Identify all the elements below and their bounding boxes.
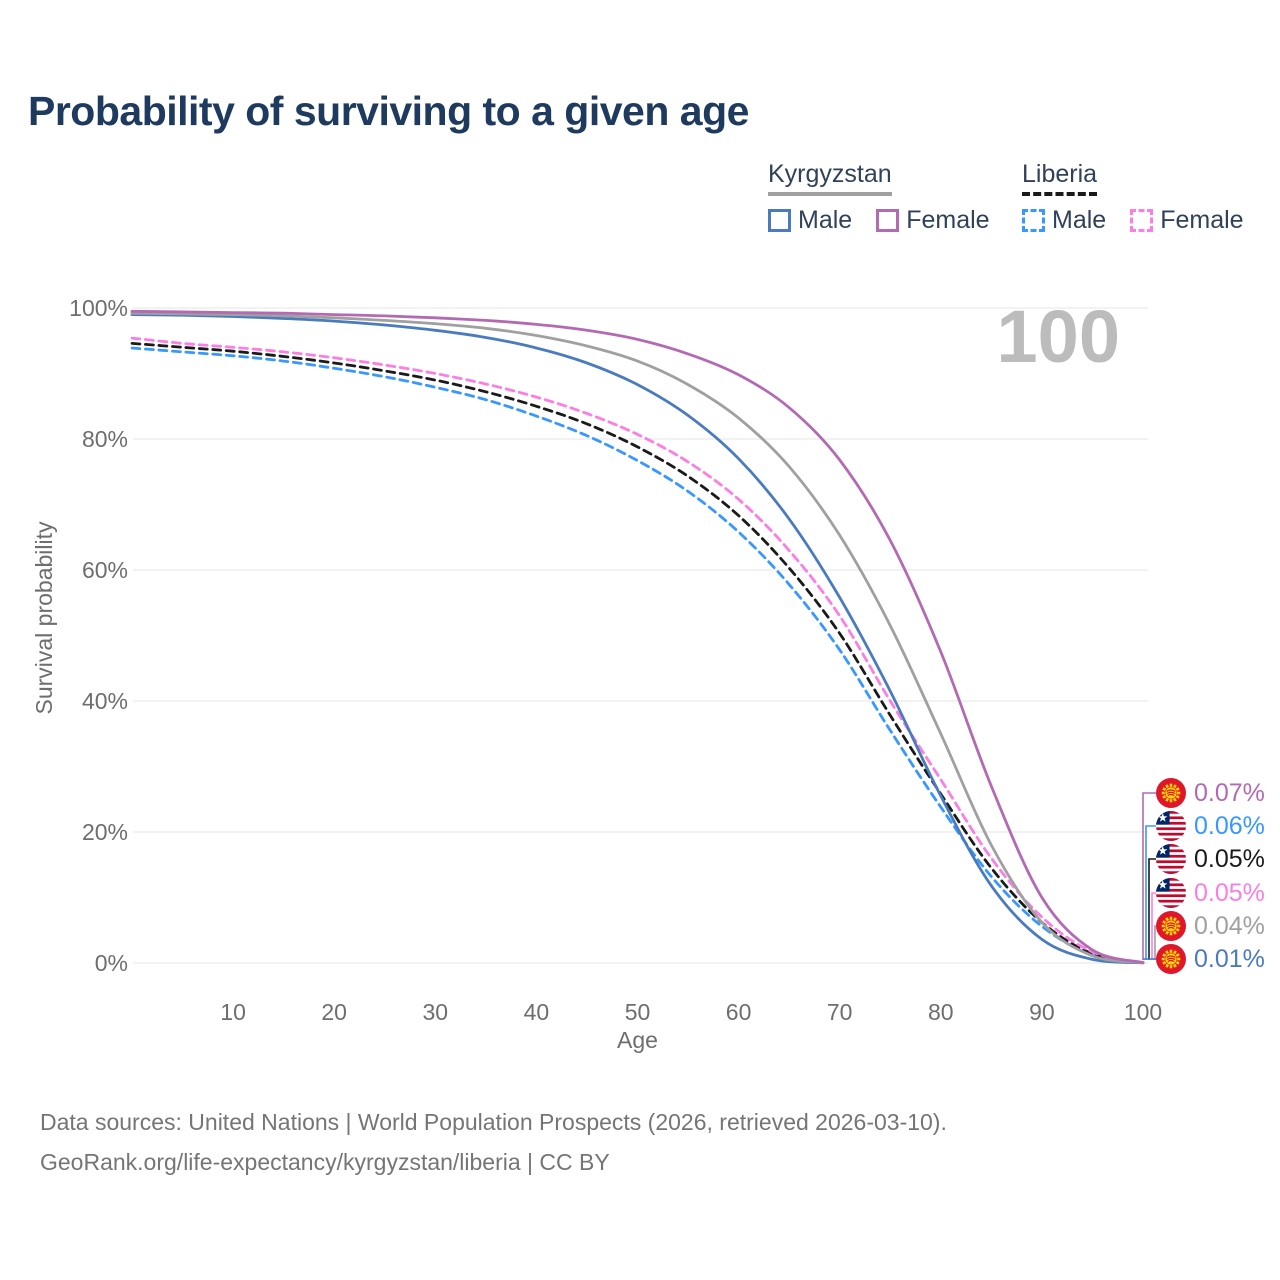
series-line-kyrgyzstan-female bbox=[130, 309, 1145, 964]
legend-group-liberia: Liberia Male Female bbox=[1022, 160, 1244, 235]
liberia-flag-icon bbox=[1156, 811, 1186, 841]
legend-country-kyrgyzstan: Kyrgyzstan bbox=[768, 160, 892, 196]
x-tick-label: 60 bbox=[726, 999, 752, 1025]
x-tick-label: 10 bbox=[220, 999, 246, 1025]
end-label-value: 0.06% bbox=[1194, 811, 1265, 840]
liberia-flag-icon bbox=[1156, 878, 1186, 908]
leader-line-liberia-female bbox=[1151, 892, 1156, 960]
x-tick-label: 40 bbox=[524, 999, 550, 1025]
legend-item-kyrgyzstan-female[interactable]: Female bbox=[876, 206, 990, 235]
legend-item-liberia-male[interactable]: Male bbox=[1022, 206, 1106, 235]
legend-label-liberia-male: Male bbox=[1052, 206, 1107, 234]
y-tick-label: 100% bbox=[69, 295, 128, 321]
liberia-female-swatch-icon bbox=[1130, 209, 1154, 232]
end-label-kyrgyzstan-female: 0.07% bbox=[1156, 778, 1265, 808]
kyrgyzstan-female-swatch-icon bbox=[876, 209, 900, 232]
x-tick-label: 70 bbox=[827, 999, 853, 1025]
end-label-value: 0.01% bbox=[1194, 944, 1265, 973]
end-label-value: 0.07% bbox=[1194, 778, 1265, 807]
legend-item-liberia-female[interactable]: Female bbox=[1130, 206, 1244, 235]
legend-label-kyrgyzstan-male: Male bbox=[798, 206, 853, 234]
age-watermark: 100 bbox=[997, 295, 1120, 378]
liberia-flag-icon bbox=[1156, 844, 1186, 874]
legend-row-kyrgyzstan: Male Female bbox=[768, 206, 990, 235]
end-label-liberia-all: 0.05% bbox=[1156, 844, 1265, 874]
kyrgyzstan-flag-icon bbox=[1156, 911, 1186, 941]
end-label-kyrgyzstan-male: 0.01% bbox=[1156, 944, 1265, 974]
leader-line-kyrgyzstan-all bbox=[1154, 925, 1156, 960]
series-line-kyrgyzstan-all bbox=[130, 311, 1145, 965]
legend-country-liberia: Liberia bbox=[1022, 160, 1098, 196]
kyrgyzstan-flag-icon bbox=[1156, 778, 1186, 808]
y-tick-label: 80% bbox=[82, 426, 128, 452]
x-tick-label: 80 bbox=[928, 999, 954, 1025]
y-axis-title: Survival probability bbox=[31, 521, 57, 715]
series-line-liberia-male bbox=[130, 346, 1145, 964]
y-tick-label: 20% bbox=[82, 819, 128, 845]
legend-label-kyrgyzstan-female: Female bbox=[906, 206, 990, 234]
end-label-value: 0.04% bbox=[1194, 911, 1265, 940]
legend-label-liberia-female: Female bbox=[1160, 206, 1244, 234]
x-tick-label: 50 bbox=[625, 999, 651, 1025]
x-tick-label: 20 bbox=[321, 999, 347, 1025]
x-tick-label: 100 bbox=[1124, 999, 1162, 1025]
end-label-kyrgyzstan-all: 0.04% bbox=[1156, 911, 1265, 941]
end-label-liberia-female: 0.05% bbox=[1156, 878, 1265, 908]
series-line-kyrgyzstan-male bbox=[130, 313, 1145, 965]
end-label-value: 0.05% bbox=[1194, 878, 1265, 907]
x-axis-title: Age bbox=[617, 1027, 658, 1053]
footer-url-line[interactable]: GeoRank.org/life-expectancy/kyrgyzstan/l… bbox=[40, 1149, 610, 1175]
y-tick-label: 60% bbox=[82, 557, 128, 583]
y-tick-label: 0% bbox=[95, 950, 128, 976]
kyrgyzstan-flag-icon bbox=[1156, 944, 1186, 974]
end-label-liberia-male: 0.06% bbox=[1156, 811, 1265, 841]
x-tick-label: 30 bbox=[423, 999, 449, 1025]
series-line-liberia-all bbox=[130, 342, 1145, 965]
legend-item-kyrgyzstan-male[interactable]: Male bbox=[768, 206, 852, 235]
footer: Data sources: United Nations | World Pop… bbox=[40, 1102, 947, 1182]
end-label-value: 0.05% bbox=[1194, 844, 1265, 873]
leader-line-liberia-all bbox=[1148, 858, 1156, 960]
leader-line-kyrgyzstan-female bbox=[1142, 792, 1156, 960]
legend-group-kyrgyzstan: Kyrgyzstan Male Female bbox=[768, 160, 990, 235]
liberia-male-swatch-icon bbox=[1022, 209, 1045, 232]
x-tick-label: 90 bbox=[1029, 999, 1055, 1025]
series-line-liberia-female bbox=[130, 336, 1145, 965]
leader-line-liberia-male bbox=[1145, 825, 1156, 960]
footer-source-line: Data sources: United Nations | World Pop… bbox=[40, 1109, 947, 1135]
page-title: Probability of surviving to a given age bbox=[28, 88, 749, 134]
legend-row-liberia: Male Female bbox=[1022, 206, 1244, 235]
y-tick-label: 40% bbox=[82, 688, 128, 714]
kyrgyzstan-male-swatch-icon bbox=[768, 209, 791, 232]
